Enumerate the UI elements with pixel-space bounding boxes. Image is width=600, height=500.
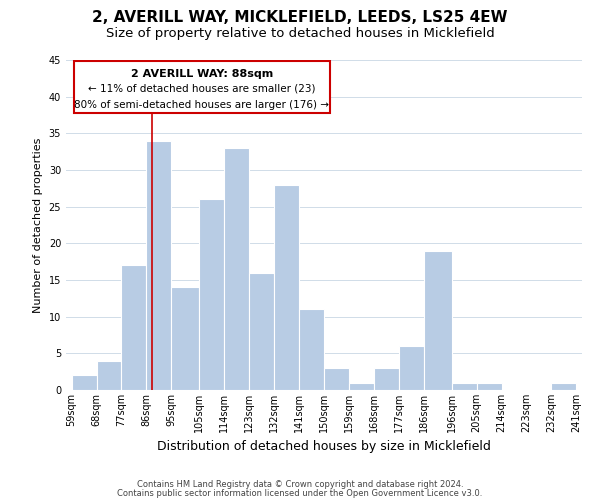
- Bar: [349, 382, 374, 390]
- Text: 80% of semi-detached houses are larger (176) →: 80% of semi-detached houses are larger (…: [74, 100, 329, 110]
- Text: 2 AVERILL WAY: 88sqm: 2 AVERILL WAY: 88sqm: [131, 69, 273, 79]
- Bar: [299, 310, 324, 390]
- X-axis label: Distribution of detached houses by size in Micklefield: Distribution of detached houses by size …: [157, 440, 491, 454]
- Bar: [249, 272, 274, 390]
- Text: 2, AVERILL WAY, MICKLEFIELD, LEEDS, LS25 4EW: 2, AVERILL WAY, MICKLEFIELD, LEEDS, LS25…: [92, 10, 508, 25]
- Text: Contains HM Land Registry data © Crown copyright and database right 2024.: Contains HM Land Registry data © Crown c…: [137, 480, 463, 489]
- Bar: [374, 368, 399, 390]
- Bar: [146, 140, 172, 390]
- Bar: [172, 288, 199, 390]
- Bar: [274, 184, 299, 390]
- Bar: [97, 360, 121, 390]
- Text: Contains public sector information licensed under the Open Government Licence v3: Contains public sector information licen…: [118, 489, 482, 498]
- Bar: [424, 250, 452, 390]
- Bar: [399, 346, 424, 390]
- Bar: [324, 368, 349, 390]
- Bar: [121, 266, 146, 390]
- Bar: [224, 148, 249, 390]
- Bar: [551, 382, 577, 390]
- Bar: [71, 376, 97, 390]
- Y-axis label: Number of detached properties: Number of detached properties: [33, 138, 43, 312]
- Bar: [199, 200, 224, 390]
- Bar: [476, 382, 502, 390]
- Bar: [452, 382, 476, 390]
- Text: ← 11% of detached houses are smaller (23): ← 11% of detached houses are smaller (23…: [88, 84, 316, 94]
- Text: Size of property relative to detached houses in Micklefield: Size of property relative to detached ho…: [106, 28, 494, 40]
- FancyBboxPatch shape: [74, 62, 329, 113]
